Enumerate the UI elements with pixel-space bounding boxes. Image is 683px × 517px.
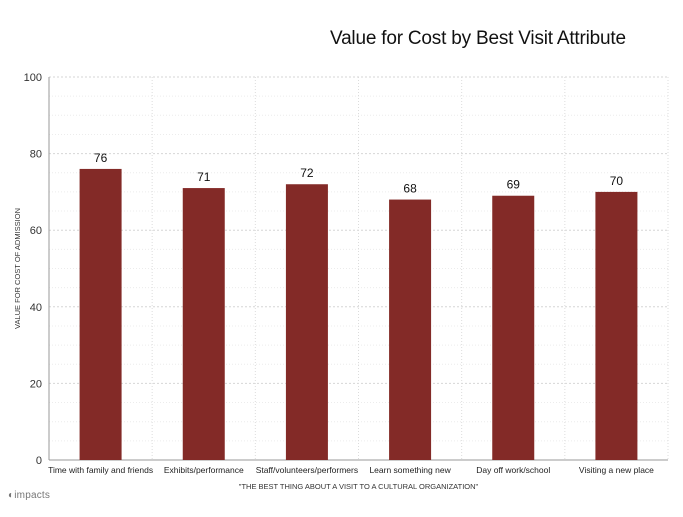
bar (492, 195, 535, 461)
y-tick-label: 60 (30, 225, 42, 237)
bar (79, 168, 122, 461)
bar (285, 184, 328, 461)
data-label: 76 (94, 151, 108, 165)
x-tick-label: Time with family and friends (48, 465, 153, 475)
chart-title: Value for Cost by Best Visit Attribute (330, 28, 626, 49)
data-label: 71 (197, 170, 211, 184)
data-label: 69 (507, 178, 521, 192)
y-tick-label: 40 (30, 302, 42, 314)
x-tick-label: Day off work/school (476, 465, 550, 475)
bar (182, 188, 225, 460)
y-axis-label: VALUE FOR COST OF ADMISSION (13, 208, 22, 329)
y-tick-label: 0 (36, 455, 42, 467)
bar (595, 191, 638, 460)
logo-text: impacts (14, 490, 51, 501)
x-tick-label: Exhibits/performance (164, 465, 244, 475)
bar (389, 199, 432, 460)
data-label: 70 (610, 174, 624, 188)
x-tick-label: Visiting a new place (579, 465, 654, 475)
x-tick-label: Staff/volunteers/performers (256, 465, 358, 475)
data-label: 68 (403, 182, 417, 196)
y-tick-label: 20 (30, 378, 42, 390)
brand-logo: ◐impacts (8, 490, 50, 501)
x-axis-label: "THE BEST THING ABOUT A VISIT TO A CULTU… (239, 482, 479, 491)
data-label: 72 (300, 166, 314, 180)
logo-icon: ◐ (8, 490, 15, 501)
y-tick-label: 80 (30, 149, 42, 161)
x-tick-label: Learn something new (369, 465, 451, 475)
y-tick-label: 100 (24, 72, 42, 84)
